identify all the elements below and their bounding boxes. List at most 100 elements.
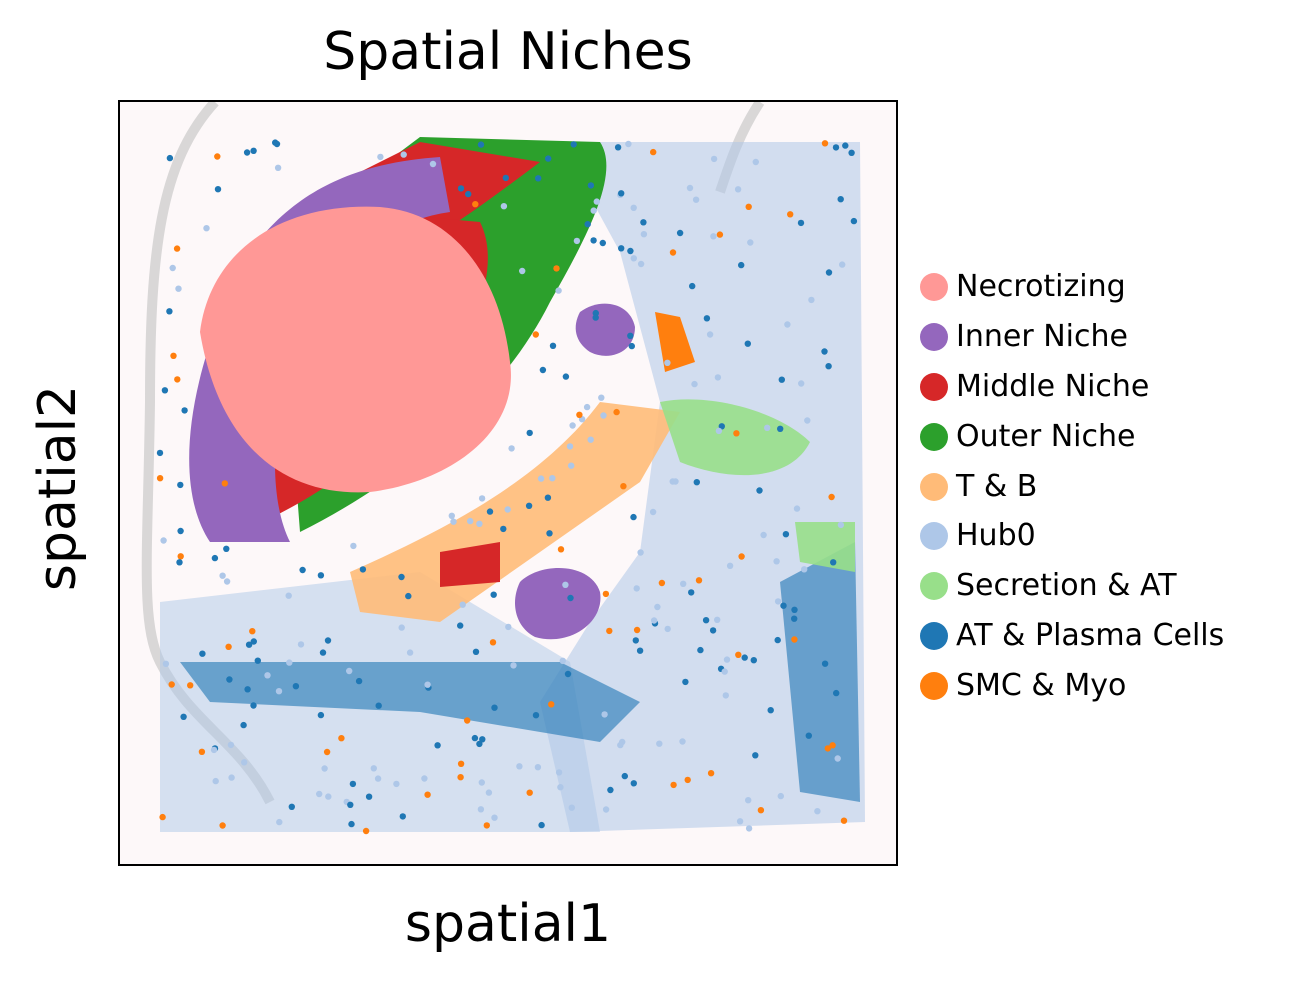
spot-point — [464, 717, 471, 724]
spot-point — [477, 141, 485, 148]
legend-item: Outer Niche — [920, 412, 1224, 462]
spot-point — [848, 149, 855, 156]
spot-point — [166, 308, 173, 315]
spot-point — [346, 667, 353, 675]
spot-point — [355, 677, 363, 685]
x-axis-label: spatial1 — [404, 894, 612, 954]
spot-point — [566, 443, 574, 450]
spot-point — [181, 407, 188, 414]
spot-point — [821, 140, 829, 147]
spot-point — [316, 790, 323, 798]
spot-point — [459, 601, 466, 608]
spot-point — [670, 781, 677, 789]
spot-point — [764, 424, 771, 431]
spot-point — [457, 622, 464, 629]
spot-point — [756, 487, 763, 494]
spot-point — [798, 380, 805, 387]
spot-point — [640, 231, 648, 238]
spot-point — [825, 269, 833, 276]
spot-point — [174, 376, 181, 383]
spot-point — [682, 678, 689, 686]
spot-point — [664, 625, 671, 633]
spot-point — [286, 659, 293, 666]
legend-item: SMC & Myo — [920, 661, 1224, 711]
spot-point — [693, 479, 700, 486]
spot-point — [241, 759, 248, 766]
spot-point — [832, 144, 840, 151]
spot-point — [214, 153, 221, 160]
legend-item: Hub0 — [920, 511, 1224, 561]
spot-point — [801, 566, 808, 573]
spot-point — [733, 430, 740, 437]
spot-point — [483, 822, 490, 829]
spot-point — [834, 755, 841, 762]
spot-point — [625, 140, 632, 148]
spot-point — [777, 792, 784, 800]
spot-point — [549, 342, 557, 349]
spot-point — [791, 615, 798, 622]
niche-region — [780, 542, 860, 802]
spot-point — [689, 282, 696, 290]
spot-point — [562, 373, 570, 380]
spot-point — [348, 820, 355, 828]
spot-point — [274, 164, 282, 171]
legend-marker — [920, 622, 948, 651]
spot-point — [804, 417, 811, 424]
spot-point — [741, 654, 748, 661]
spot-point — [706, 331, 714, 338]
niche-region — [660, 399, 810, 476]
legend-label: Outer Niche — [956, 418, 1136, 454]
legend-marker — [920, 522, 948, 551]
spot-point — [570, 141, 577, 148]
spot-point — [457, 185, 465, 192]
spot-point — [707, 770, 715, 777]
spot-point — [718, 423, 725, 430]
spot-point — [223, 545, 230, 552]
spot-point — [676, 229, 684, 237]
spot-point — [539, 366, 547, 374]
spot-point — [245, 641, 253, 648]
spot-point — [226, 676, 233, 683]
spot-point — [669, 249, 677, 256]
spot-point — [532, 331, 539, 338]
spot-point — [618, 190, 625, 197]
spot-point — [405, 592, 412, 600]
spot-point — [630, 513, 637, 521]
spot-point — [532, 712, 540, 719]
spot-point — [614, 144, 622, 151]
spot-point — [338, 735, 345, 742]
spot-point — [601, 711, 608, 718]
spot-point — [406, 649, 414, 656]
spot-point — [457, 774, 464, 781]
spot-point — [450, 518, 457, 525]
spot-point — [630, 204, 637, 211]
spot-point — [221, 480, 228, 487]
spot-point — [549, 475, 556, 482]
niche-region — [795, 522, 855, 572]
spot-point — [628, 342, 635, 350]
spot-point — [491, 814, 498, 821]
spot-point — [538, 821, 545, 829]
spot-point — [837, 521, 845, 529]
spot-point — [824, 745, 831, 752]
spot-point — [399, 813, 406, 820]
spot-point — [347, 801, 354, 808]
spot-point — [691, 380, 698, 388]
spot-point — [702, 617, 710, 624]
spot-point — [243, 149, 251, 156]
spot-point — [505, 623, 512, 631]
spot-point — [715, 427, 723, 435]
spot-point — [519, 267, 526, 275]
legend-label: Necrotizing — [956, 268, 1126, 304]
spot-point — [199, 650, 206, 657]
spot-point — [752, 752, 759, 759]
spot-point — [602, 590, 610, 598]
spot-point — [545, 155, 552, 162]
spot-point — [821, 348, 828, 355]
spot-point — [850, 217, 858, 225]
spot-point — [227, 741, 235, 749]
legend-label: AT & Plasma Cells — [956, 618, 1225, 654]
spot-point — [434, 742, 441, 749]
spot-point — [636, 647, 644, 654]
spot-point — [292, 683, 300, 690]
